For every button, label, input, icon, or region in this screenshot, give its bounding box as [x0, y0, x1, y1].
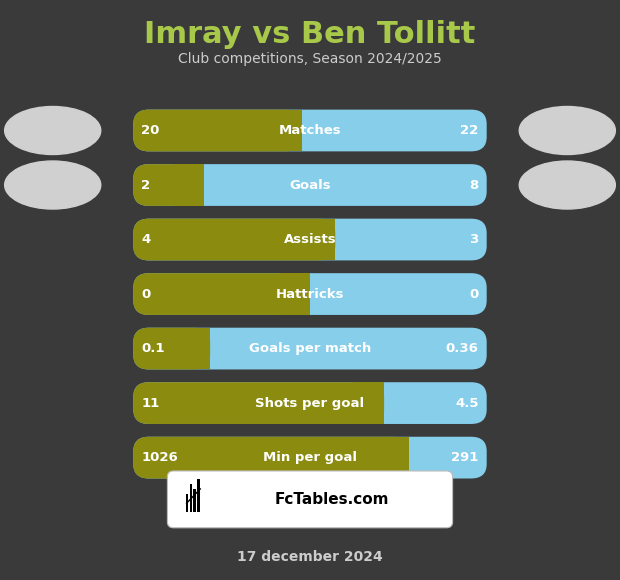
- Ellipse shape: [520, 161, 615, 209]
- FancyBboxPatch shape: [133, 110, 301, 151]
- FancyBboxPatch shape: [186, 494, 188, 512]
- FancyBboxPatch shape: [133, 219, 335, 260]
- Ellipse shape: [5, 107, 100, 154]
- FancyBboxPatch shape: [279, 273, 310, 315]
- Text: 20: 20: [141, 124, 160, 137]
- FancyBboxPatch shape: [133, 219, 487, 260]
- FancyBboxPatch shape: [197, 479, 200, 512]
- Text: Goals per match: Goals per match: [249, 342, 371, 355]
- Text: 1026: 1026: [141, 451, 178, 464]
- FancyBboxPatch shape: [133, 328, 210, 369]
- FancyBboxPatch shape: [270, 110, 301, 151]
- FancyBboxPatch shape: [133, 164, 487, 206]
- Text: Assists: Assists: [284, 233, 336, 246]
- Text: Imray vs Ben Tollitt: Imray vs Ben Tollitt: [144, 20, 476, 49]
- Text: 4: 4: [141, 233, 151, 246]
- FancyBboxPatch shape: [353, 382, 384, 424]
- FancyBboxPatch shape: [133, 110, 487, 151]
- Text: Min per goal: Min per goal: [263, 451, 357, 464]
- FancyBboxPatch shape: [173, 164, 204, 206]
- FancyBboxPatch shape: [193, 489, 196, 512]
- FancyBboxPatch shape: [133, 382, 384, 424]
- Text: Matches: Matches: [278, 124, 342, 137]
- Text: 4.5: 4.5: [455, 397, 479, 409]
- Text: 0: 0: [469, 288, 479, 300]
- FancyBboxPatch shape: [133, 382, 487, 424]
- Text: 0.1: 0.1: [141, 342, 165, 355]
- FancyBboxPatch shape: [133, 437, 409, 478]
- Text: 2: 2: [141, 179, 151, 191]
- Text: Club competitions, Season 2024/2025: Club competitions, Season 2024/2025: [178, 52, 442, 66]
- FancyBboxPatch shape: [133, 164, 204, 206]
- Ellipse shape: [520, 107, 615, 154]
- Text: FcTables.com: FcTables.com: [275, 492, 389, 507]
- Ellipse shape: [5, 161, 100, 209]
- FancyBboxPatch shape: [378, 437, 409, 478]
- FancyBboxPatch shape: [133, 273, 487, 315]
- FancyBboxPatch shape: [133, 273, 310, 315]
- FancyBboxPatch shape: [133, 437, 487, 478]
- Text: 8: 8: [469, 179, 479, 191]
- FancyBboxPatch shape: [167, 471, 453, 528]
- FancyBboxPatch shape: [133, 328, 487, 369]
- Text: 22: 22: [461, 124, 479, 137]
- Text: 17 december 2024: 17 december 2024: [237, 550, 383, 564]
- Text: 291: 291: [451, 451, 479, 464]
- FancyBboxPatch shape: [179, 328, 210, 369]
- Text: 0: 0: [141, 288, 151, 300]
- FancyBboxPatch shape: [304, 219, 335, 260]
- Text: Shots per goal: Shots per goal: [255, 397, 365, 409]
- Text: 0.36: 0.36: [446, 342, 479, 355]
- Text: Goals: Goals: [289, 179, 331, 191]
- Text: 11: 11: [141, 397, 159, 409]
- Text: Hattricks: Hattricks: [276, 288, 344, 300]
- FancyBboxPatch shape: [190, 484, 192, 512]
- Text: 3: 3: [469, 233, 479, 246]
